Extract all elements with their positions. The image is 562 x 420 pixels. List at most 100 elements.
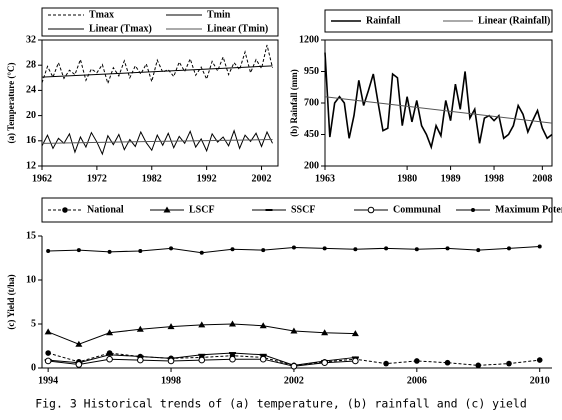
plot-frame: [324, 39, 553, 167]
y-tick-label: 10: [26, 274, 36, 285]
marker: [198, 356, 206, 364]
marker: [352, 357, 359, 365]
marker: [75, 340, 83, 347]
x-tick-label: 1963: [315, 173, 335, 184]
y-tick-label: 12: [26, 160, 36, 171]
marker: [290, 362, 298, 370]
marker: [351, 330, 359, 337]
x-tick-label: 1962: [32, 173, 52, 184]
marker: [167, 323, 175, 330]
marker: [475, 362, 482, 369]
marker: [321, 359, 328, 367]
y-tick-label: 1200: [299, 34, 319, 45]
series-line: [41, 65, 273, 78]
x-tick-label: 1998: [161, 375, 181, 386]
marker: [414, 247, 419, 252]
marker: [106, 329, 114, 336]
marker: [476, 248, 481, 253]
marker: [367, 206, 375, 214]
x-tick-label: 2010: [530, 375, 550, 386]
marker: [414, 358, 420, 364]
marker: [75, 361, 83, 368]
x-tick-label: 2002: [252, 173, 272, 184]
x-tick-label: 1994: [38, 375, 58, 386]
marker: [44, 328, 52, 335]
marker: [169, 246, 174, 251]
y-tick-label: 15: [26, 230, 36, 241]
marker: [138, 248, 143, 253]
marker: [261, 248, 266, 253]
marker: [163, 206, 171, 213]
marker: [228, 320, 236, 327]
legend-label: LSCF: [189, 204, 215, 215]
legend-label: SSCF: [291, 204, 315, 215]
series-line: [324, 96, 553, 124]
marker: [259, 355, 267, 363]
marker: [107, 249, 112, 254]
legend-label: National: [87, 204, 124, 215]
marker: [45, 350, 51, 356]
y-tick-label: 32: [26, 34, 36, 45]
y-axis-label: (b) Rainfall (mm): [289, 69, 299, 137]
legend-label: Linear (Tmin): [207, 23, 268, 34]
marker: [44, 357, 52, 365]
caption: Fig. 3 Historical trends of (a) temperat…: [35, 397, 527, 411]
marker: [353, 247, 358, 252]
x-tick-label: 2006: [407, 375, 427, 386]
legend-label: Rainfall: [366, 15, 401, 26]
x-tick-label: 2008: [532, 173, 552, 184]
x-tick-label: 1992: [197, 173, 217, 184]
y-tick-label: 700: [304, 97, 319, 108]
marker: [384, 246, 389, 251]
marker: [198, 321, 206, 328]
y-tick-label: 20: [26, 110, 36, 121]
marker: [199, 250, 204, 255]
y-tick-label: 16: [26, 135, 36, 146]
legend-label: Maximum Potential: [495, 204, 562, 215]
marker: [322, 246, 327, 251]
marker: [321, 329, 329, 336]
marker: [167, 357, 175, 365]
y-axis-label: (c) Yield (t/ha): [6, 274, 16, 329]
y-tick-label: 24: [26, 85, 36, 96]
marker: [536, 357, 543, 363]
marker: [537, 244, 542, 249]
y-axis-label: (a) Temperature (°C): [6, 63, 16, 144]
marker: [291, 245, 296, 250]
legend-label: Linear (Tmax): [89, 23, 152, 34]
marker: [136, 325, 144, 332]
y-tick-label: 5: [31, 318, 36, 329]
series-line: [324, 52, 553, 150]
marker: [62, 207, 68, 213]
marker: [290, 327, 298, 334]
marker: [444, 359, 451, 366]
x-tick-label: 1980: [397, 173, 417, 184]
marker: [46, 248, 51, 253]
marker: [259, 322, 267, 329]
y-tick-label: 200: [304, 160, 319, 171]
marker: [471, 208, 475, 212]
marker: [230, 247, 235, 252]
x-tick-label: 1982: [142, 173, 162, 184]
marker: [229, 355, 236, 363]
legend-box: [41, 7, 279, 37]
marker: [506, 360, 512, 367]
y-tick-label: 0: [31, 362, 36, 373]
x-tick-label: 1989: [441, 173, 461, 184]
legend-box: [324, 9, 553, 33]
y-tick-label: 450: [304, 129, 319, 140]
legend-label: Tmin: [207, 9, 231, 20]
y-tick-label: 28: [26, 59, 36, 70]
marker: [506, 246, 511, 251]
marker: [445, 246, 450, 251]
plot-frame: [41, 39, 279, 167]
series-line: [41, 139, 273, 144]
series-line: [41, 44, 273, 86]
x-tick-label: 1972: [87, 173, 107, 184]
marker: [106, 355, 113, 363]
y-tick-label: 950: [304, 66, 319, 77]
legend-label: Tmax: [89, 9, 114, 20]
x-tick-label: 2002: [284, 375, 304, 386]
marker: [383, 360, 389, 367]
